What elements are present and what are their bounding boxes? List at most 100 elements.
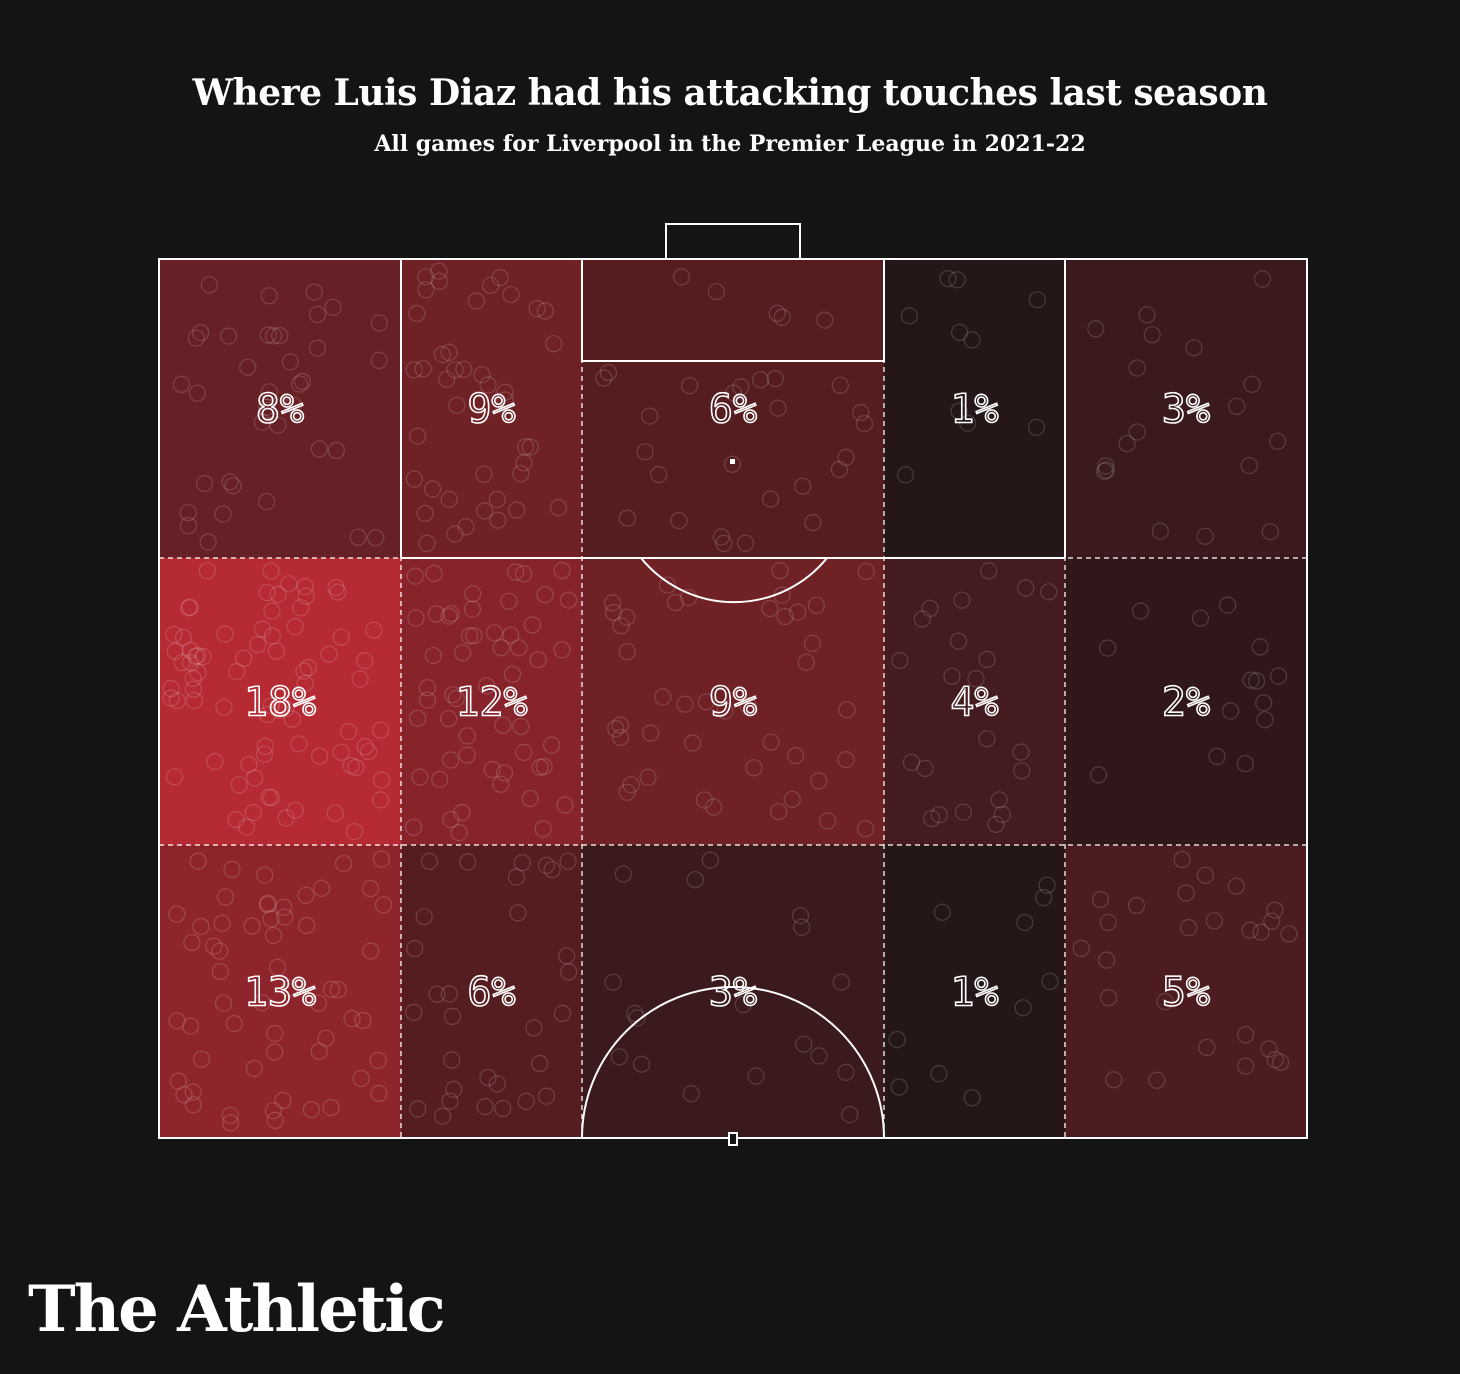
touch-marker — [963, 1089, 981, 1107]
touch-marker — [614, 865, 632, 883]
touch-marker — [295, 662, 313, 680]
touch-marker — [783, 790, 801, 809]
touch-marker — [816, 311, 834, 329]
touch-marker — [343, 1009, 361, 1028]
touch-marker — [192, 917, 210, 936]
touch-marker — [559, 852, 577, 870]
touch-marker — [1247, 672, 1266, 690]
touch-marker — [192, 1050, 211, 1068]
touch-marker — [888, 1030, 906, 1049]
touch-marker — [290, 375, 309, 393]
touch-marker — [1138, 306, 1156, 324]
touch-marker — [855, 415, 874, 433]
touch-marker — [543, 861, 561, 879]
touch-marker — [235, 649, 253, 667]
touch-marker — [256, 737, 274, 756]
touch-marker — [804, 513, 822, 532]
touch-marker — [1256, 711, 1274, 729]
touch-marker — [510, 639, 528, 657]
touch-marker — [1266, 901, 1284, 919]
touch-marker — [769, 803, 788, 821]
touch-marker — [305, 283, 323, 301]
touch-marker — [373, 771, 391, 789]
touch-marker — [221, 473, 239, 491]
touch-marker — [372, 850, 391, 868]
touch-marker — [607, 719, 625, 738]
touch-marker — [284, 396, 302, 414]
touch-marker — [260, 287, 278, 305]
touch-markers — [162, 262, 1298, 1132]
touch-marker — [1236, 1026, 1255, 1044]
touch-marker — [512, 717, 530, 736]
touch-marker — [418, 691, 437, 709]
touch-marker — [803, 634, 822, 653]
touch-marker — [683, 734, 702, 752]
touch-marker — [205, 937, 223, 955]
touch-marker — [1143, 326, 1161, 344]
touch-marker — [405, 1003, 423, 1022]
touch-marker — [296, 577, 314, 596]
touch-marker — [280, 575, 298, 593]
touch-marker — [293, 372, 311, 391]
touch-marker — [761, 490, 780, 508]
touch-marker — [274, 1091, 292, 1110]
six-yard-box — [581, 258, 885, 362]
touch-marker — [771, 562, 789, 580]
touch-marker — [424, 480, 442, 498]
touch-marker — [271, 327, 289, 345]
touch-marker — [222, 1114, 240, 1132]
touch-marker — [479, 376, 497, 394]
touch-marker — [953, 591, 971, 609]
touch-marker — [195, 474, 214, 493]
touch-marker — [916, 759, 934, 778]
touch-marker — [670, 511, 688, 530]
touch-marker — [618, 509, 637, 527]
touch-marker — [440, 985, 458, 1003]
touch-marker — [184, 669, 202, 688]
touch-marker — [618, 783, 636, 801]
touch-marker — [406, 939, 424, 958]
touch-marker — [181, 654, 200, 672]
touch-marker — [267, 642, 285, 660]
touch-marker — [181, 598, 199, 616]
touch-marker — [228, 662, 246, 681]
heatmap-cell — [159, 845, 401, 1138]
touch-marker — [262, 562, 280, 580]
touch-marker — [599, 363, 618, 382]
touch-marker — [184, 1096, 202, 1114]
touch-marker — [216, 625, 234, 643]
touch-marker — [216, 888, 234, 906]
touch-marker — [1240, 457, 1258, 475]
touch-marker — [263, 627, 281, 645]
touch-marker — [162, 679, 180, 698]
touch-marker — [1096, 462, 1114, 480]
touch-marker — [536, 586, 554, 604]
touch-marker — [695, 791, 713, 809]
touch-marker — [507, 868, 526, 886]
touch-marker — [199, 533, 217, 551]
touch-marker — [1012, 743, 1030, 761]
touch-marker — [482, 276, 500, 294]
touch-marker — [166, 768, 184, 786]
touch-marker — [476, 502, 494, 520]
touch-marker — [473, 366, 491, 384]
touch-marker — [335, 854, 353, 873]
touch-marker — [269, 585, 287, 604]
touch-marker — [954, 803, 973, 821]
touch-marker — [1038, 876, 1056, 894]
touch-marker — [837, 448, 855, 466]
touch-marker — [658, 576, 677, 594]
touch-marker — [324, 298, 342, 316]
touch-marker — [902, 753, 921, 772]
touch-marker — [310, 1042, 328, 1060]
touch-marker — [1098, 639, 1117, 657]
touch-marker — [256, 866, 274, 884]
touch-marker — [370, 351, 388, 369]
touch-marker — [465, 627, 483, 645]
touch-marker — [308, 339, 327, 357]
touch-marker — [838, 701, 856, 719]
touch-marker — [372, 721, 390, 739]
heatmap-cells — [159, 259, 1307, 1138]
touch-marker — [409, 427, 427, 445]
touch-marker — [253, 994, 271, 1012]
